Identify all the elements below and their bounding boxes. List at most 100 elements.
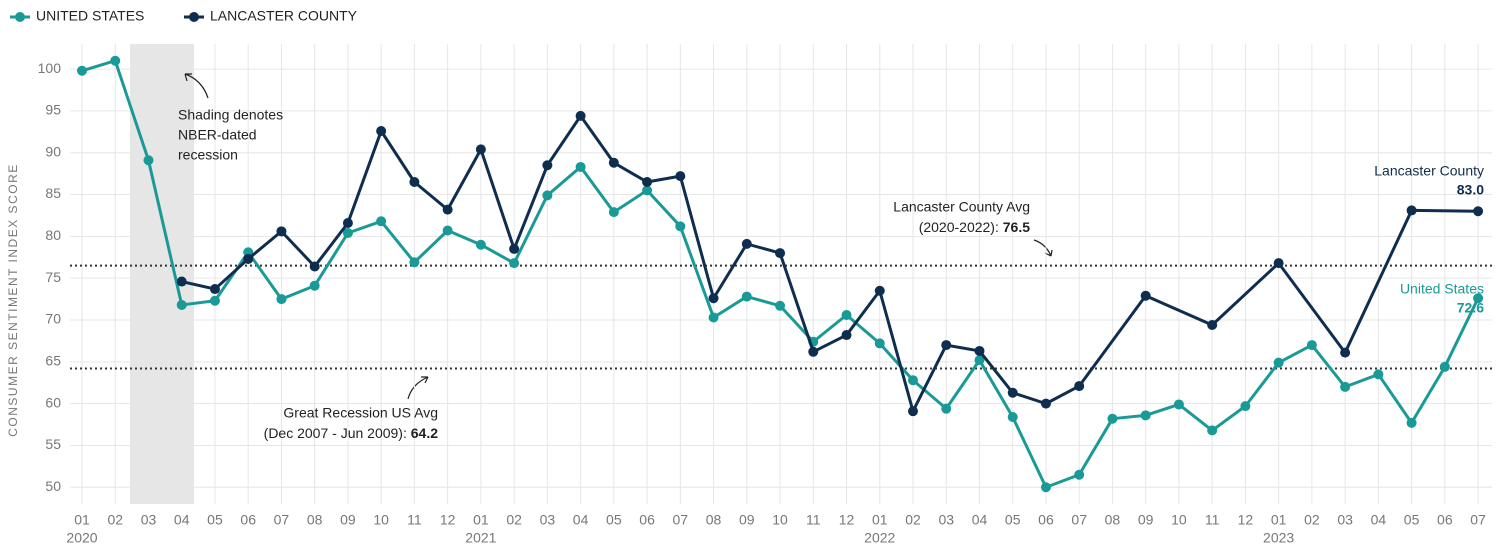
point bbox=[708, 312, 719, 323]
series-line bbox=[1045, 473, 1080, 489]
series-line bbox=[878, 290, 915, 412]
series-line bbox=[1211, 262, 1280, 327]
series-line bbox=[579, 166, 616, 213]
series-line bbox=[446, 148, 483, 211]
point bbox=[1340, 381, 1351, 392]
point bbox=[342, 217, 353, 228]
series-line bbox=[512, 164, 549, 250]
annotation: Shading denotes bbox=[178, 107, 283, 123]
x-tick-label: 02 bbox=[107, 512, 123, 528]
series-line bbox=[746, 295, 781, 308]
point bbox=[209, 295, 220, 306]
series-line bbox=[181, 299, 216, 307]
x-tick-label: 08 bbox=[706, 512, 722, 528]
x-tick-label: 05 bbox=[606, 512, 622, 528]
series-line bbox=[613, 189, 648, 214]
series-line bbox=[912, 379, 948, 410]
point bbox=[209, 284, 220, 295]
x-tick-label: 09 bbox=[1138, 512, 1154, 528]
x-tick-label: 05 bbox=[207, 512, 223, 528]
point bbox=[708, 293, 719, 304]
legend-label: UNITED STATES bbox=[36, 8, 144, 24]
point bbox=[642, 177, 653, 187]
x-tick-label: 02 bbox=[905, 512, 921, 528]
x-tick-label: 07 bbox=[1470, 512, 1486, 528]
x-tick-label: 04 bbox=[1371, 512, 1387, 528]
y-tick-label: 85 bbox=[45, 185, 61, 201]
legend-marker bbox=[189, 12, 199, 22]
x-tick-label: 05 bbox=[1005, 512, 1021, 528]
point bbox=[1406, 417, 1417, 428]
point bbox=[409, 177, 420, 187]
series-line bbox=[1011, 416, 1048, 488]
series-line bbox=[1310, 344, 1347, 388]
x-tick-label: 10 bbox=[373, 512, 389, 528]
series-line bbox=[712, 295, 748, 319]
series-line bbox=[280, 230, 316, 268]
point bbox=[775, 248, 786, 259]
marks bbox=[70, 55, 1492, 493]
x-year-label: 2020 bbox=[66, 530, 97, 546]
x-tick-label: 12 bbox=[839, 512, 855, 528]
point bbox=[608, 207, 619, 218]
x-tick-label: 08 bbox=[307, 512, 323, 528]
annotation: recession bbox=[178, 147, 238, 163]
point bbox=[1273, 258, 1284, 269]
point bbox=[974, 345, 985, 356]
series-line bbox=[1343, 209, 1413, 354]
x-tick-label: 10 bbox=[1171, 512, 1187, 528]
point bbox=[741, 291, 752, 302]
series-line bbox=[247, 230, 283, 261]
x-tick-label: 01 bbox=[1271, 512, 1287, 528]
point bbox=[376, 216, 387, 227]
point bbox=[442, 225, 453, 236]
x-tick-label: 09 bbox=[739, 512, 755, 528]
point bbox=[1373, 369, 1384, 380]
series-line bbox=[1077, 417, 1114, 476]
point bbox=[1340, 347, 1351, 358]
y-tick-label: 100 bbox=[38, 60, 62, 76]
x-tick-label: 08 bbox=[1105, 512, 1121, 528]
y-tick-label: 50 bbox=[45, 478, 61, 494]
point bbox=[475, 144, 486, 155]
point bbox=[1007, 412, 1018, 423]
x-tick-label: 04 bbox=[174, 512, 190, 528]
x-tick-label: 05 bbox=[1404, 512, 1420, 528]
recession-shading bbox=[130, 44, 194, 504]
series-line bbox=[845, 313, 881, 345]
point bbox=[1439, 361, 1450, 372]
series-line bbox=[579, 115, 616, 164]
arrow bbox=[1033, 239, 1053, 257]
x-year-label: 2023 bbox=[1263, 530, 1294, 546]
legend-label: LANCASTER COUNTY bbox=[210, 8, 358, 24]
series-line bbox=[1277, 343, 1313, 364]
point bbox=[775, 300, 786, 311]
series-line bbox=[911, 344, 948, 412]
series-line bbox=[480, 243, 515, 265]
series-line bbox=[746, 242, 781, 255]
y-tick-label: 90 bbox=[45, 143, 61, 159]
x-tick-label: 11 bbox=[1205, 512, 1220, 528]
x-tick-label: 07 bbox=[673, 512, 689, 528]
point bbox=[243, 253, 254, 264]
series-line bbox=[413, 229, 449, 264]
x-tick-label: 07 bbox=[1071, 512, 1087, 528]
x-tick-label: 01 bbox=[74, 512, 90, 528]
point bbox=[1040, 482, 1051, 493]
series-line bbox=[1411, 208, 1479, 213]
x-tick-label: 12 bbox=[1238, 512, 1254, 528]
series-line bbox=[347, 219, 382, 235]
point bbox=[841, 309, 852, 320]
point bbox=[741, 238, 752, 249]
series-line bbox=[1410, 366, 1447, 424]
series-line bbox=[379, 130, 416, 183]
point bbox=[1140, 410, 1151, 421]
point bbox=[941, 340, 952, 351]
series-line bbox=[645, 189, 682, 228]
series-line bbox=[712, 243, 749, 300]
point bbox=[575, 161, 586, 172]
point bbox=[1040, 398, 1051, 409]
series-line bbox=[945, 359, 981, 410]
x-tick-label: 11 bbox=[806, 512, 821, 528]
series-line bbox=[213, 251, 250, 302]
